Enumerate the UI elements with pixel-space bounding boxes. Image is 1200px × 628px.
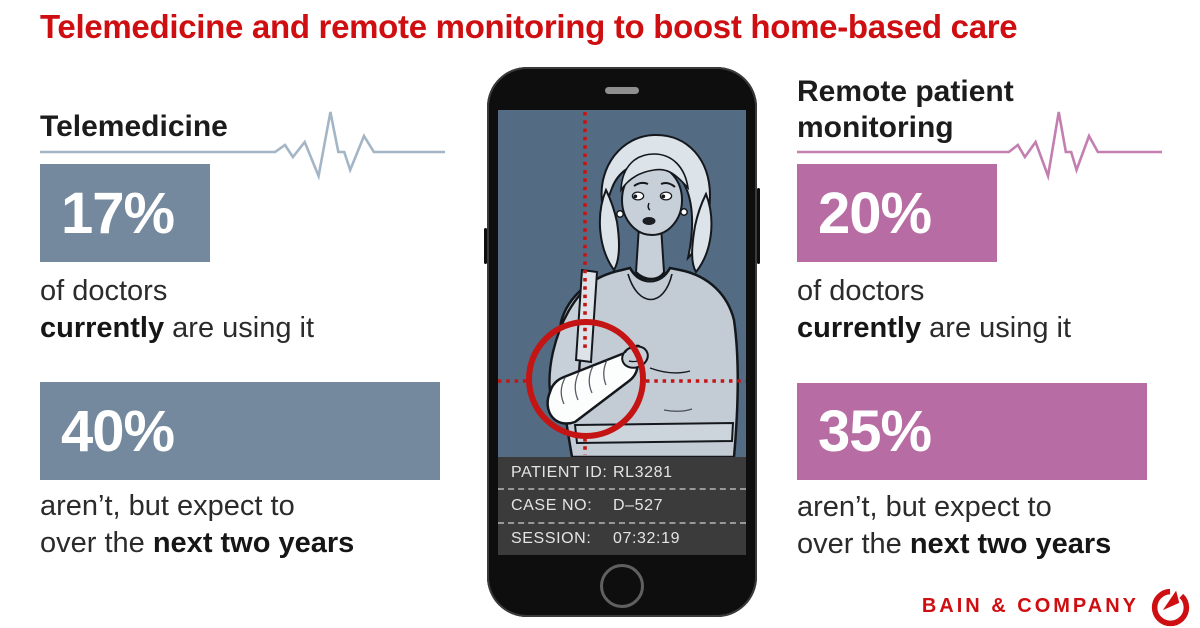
ekg-pulse-icon	[40, 104, 445, 184]
phone-side-button	[757, 188, 760, 264]
page-title: Telemedicine and remote monitoring to bo…	[40, 8, 1018, 45]
info-value: RL3281	[613, 463, 673, 481]
crosshair-dots	[498, 112, 746, 455]
brand-footer: BAIN & COMPANY	[922, 586, 1191, 627]
info-label: PATIENT ID:	[511, 463, 608, 481]
info-row-session: SESSION: 07:32:19	[498, 521, 746, 555]
brand-name: BAIN & COMPANY	[921, 595, 1139, 617]
home-button	[600, 564, 644, 608]
telemedicine-future-stat: 40%	[40, 382, 440, 480]
stat-value: 17%	[61, 180, 175, 246]
telemedicine-current-stat: 17%	[40, 164, 210, 262]
stat-value: 20%	[818, 180, 932, 246]
info-row-patient-id: PATIENT ID: RL3281	[498, 457, 746, 488]
remote-monitoring-heading: Remote patient monitoring	[797, 75, 1014, 144]
telemedicine-heading: Telemedicine	[40, 110, 228, 143]
info-value: D–527	[613, 496, 664, 514]
remote-monitoring-future-caption: aren’t, but expect to over the next two …	[797, 491, 1112, 560]
ekg-pulse-icon	[797, 104, 1162, 184]
telemedicine-future-caption: aren’t, but expect to over the next two …	[40, 490, 355, 559]
bain-logo-icon	[1150, 586, 1191, 627]
remote-monitoring-current-caption: of doctors currently are using it	[797, 275, 1072, 344]
patient-info-panel: PATIENT ID: RL3281 CASE NO: D–527 SESSIO…	[498, 457, 746, 555]
highlight-circle-icon	[526, 319, 646, 439]
remote-monitoring-current-stat: 20%	[797, 164, 997, 262]
phone-side-button	[484, 228, 487, 264]
info-label: SESSION:	[511, 530, 592, 548]
remote-monitoring-future-stat: 35%	[797, 383, 1147, 480]
stat-value: 40%	[61, 398, 175, 464]
phone-screen: PATIENT ID: RL3281 CASE NO: D–527 SESSIO…	[498, 110, 746, 555]
info-label: CASE NO:	[511, 496, 593, 514]
info-value: 07:32:19	[613, 530, 681, 548]
phone-illustration: PATIENT ID: RL3281 CASE NO: D–527 SESSIO…	[484, 67, 760, 617]
telemedicine-current-caption: of doctors currently are using it	[40, 275, 315, 344]
info-row-case-no: CASE NO: D–527	[498, 488, 746, 521]
speaker-grille	[605, 87, 639, 94]
stat-value: 35%	[818, 399, 932, 464]
patient-camera-view	[498, 110, 746, 457]
